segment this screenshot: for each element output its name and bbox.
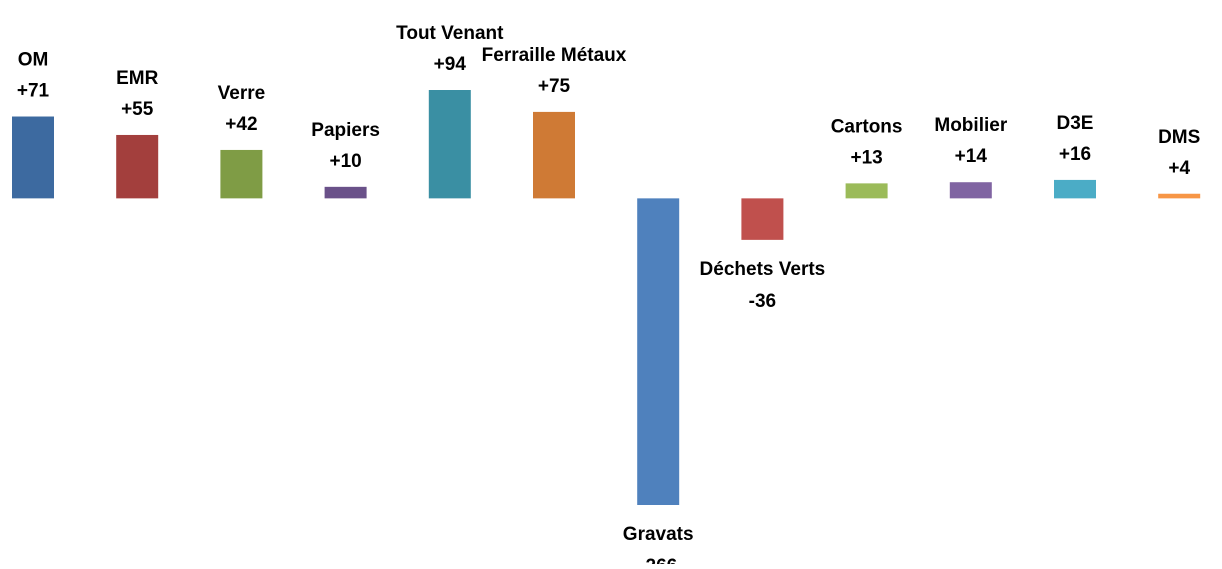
category-label: Papiers xyxy=(311,120,380,141)
category-label: Déchets Verts xyxy=(700,259,826,280)
bar xyxy=(741,198,784,240)
category-label: Gravats xyxy=(623,524,694,545)
value-label: +75 xyxy=(538,76,571,97)
bar xyxy=(845,183,888,199)
value-label: +13 xyxy=(850,147,882,168)
value-label: +42 xyxy=(225,114,257,135)
category-label: Ferraille Métaux xyxy=(482,45,627,66)
category-label: D3E xyxy=(1057,113,1094,134)
value-label: -36 xyxy=(749,291,776,312)
bar xyxy=(116,134,159,199)
bar xyxy=(533,111,575,199)
category-label: Verre xyxy=(218,83,266,104)
value-label: +94 xyxy=(434,54,467,75)
value-label: +4 xyxy=(1168,158,1190,179)
category-label: DMS xyxy=(1158,127,1200,148)
bar xyxy=(324,186,367,199)
bar xyxy=(428,90,471,199)
bar xyxy=(637,198,680,505)
category-label: Tout Venant xyxy=(396,23,504,44)
bar xyxy=(949,182,992,199)
category-label: OM xyxy=(18,50,49,71)
value-label: -266 xyxy=(639,556,677,564)
category-label: EMR xyxy=(116,68,159,89)
value-label: +71 xyxy=(17,81,50,102)
value-label: +16 xyxy=(1059,144,1091,165)
value-label: +14 xyxy=(955,146,988,167)
bar xyxy=(12,116,54,199)
bar xyxy=(220,149,263,199)
bar xyxy=(1054,179,1096,199)
category-label: Cartons xyxy=(831,116,903,137)
value-label: +10 xyxy=(329,151,361,172)
bar xyxy=(1158,193,1201,199)
category-label: Mobilier xyxy=(934,115,1007,136)
value-label: +55 xyxy=(121,99,154,120)
